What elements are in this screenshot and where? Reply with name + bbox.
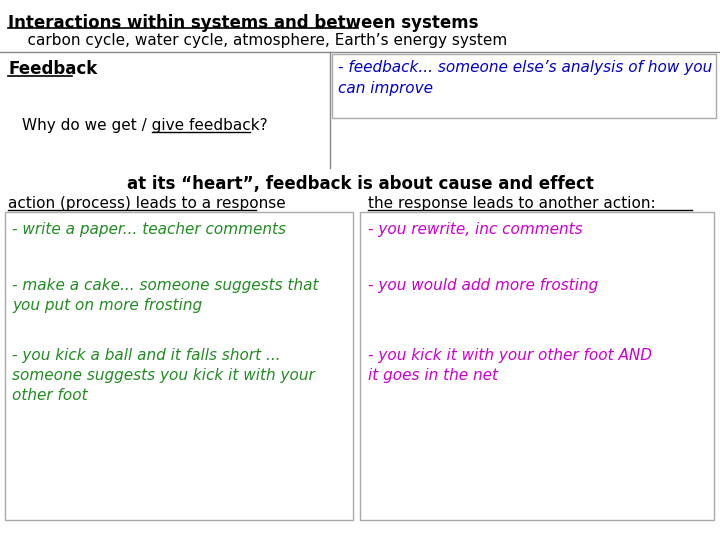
Text: the response leads to another action:: the response leads to another action:	[368, 196, 656, 211]
Text: - make a cake... someone suggests that
you put on more frosting: - make a cake... someone suggests that y…	[12, 278, 318, 313]
Text: - you rewrite, inc comments: - you rewrite, inc comments	[368, 222, 582, 237]
Text: - you kick a ball and it falls short ...
someone suggests you kick it with your
: - you kick a ball and it falls short ...…	[12, 348, 315, 403]
Text: - you kick it with your other foot AND
it goes in the net: - you kick it with your other foot AND i…	[368, 348, 652, 383]
Text: - you would add more frosting: - you would add more frosting	[368, 278, 598, 293]
Text: Feedback: Feedback	[8, 60, 97, 78]
Text: at its “heart”, feedback is about cause and effect: at its “heart”, feedback is about cause …	[127, 175, 593, 193]
Text: carbon cycle, water cycle, atmosphere, Earth’s energy system: carbon cycle, water cycle, atmosphere, E…	[8, 33, 508, 48]
Text: - feedback... someone else’s analysis of how you
can improve: - feedback... someone else’s analysis of…	[338, 60, 712, 96]
Text: Why do we get / give feedback?: Why do we get / give feedback?	[22, 118, 268, 133]
Text: Interactions within systems and between systems: Interactions within systems and between …	[8, 14, 479, 32]
FancyBboxPatch shape	[332, 54, 716, 118]
Text: action (process) leads to a response: action (process) leads to a response	[8, 196, 286, 211]
FancyBboxPatch shape	[5, 212, 353, 520]
Text: - write a paper... teacher comments: - write a paper... teacher comments	[12, 222, 286, 237]
FancyBboxPatch shape	[360, 212, 714, 520]
